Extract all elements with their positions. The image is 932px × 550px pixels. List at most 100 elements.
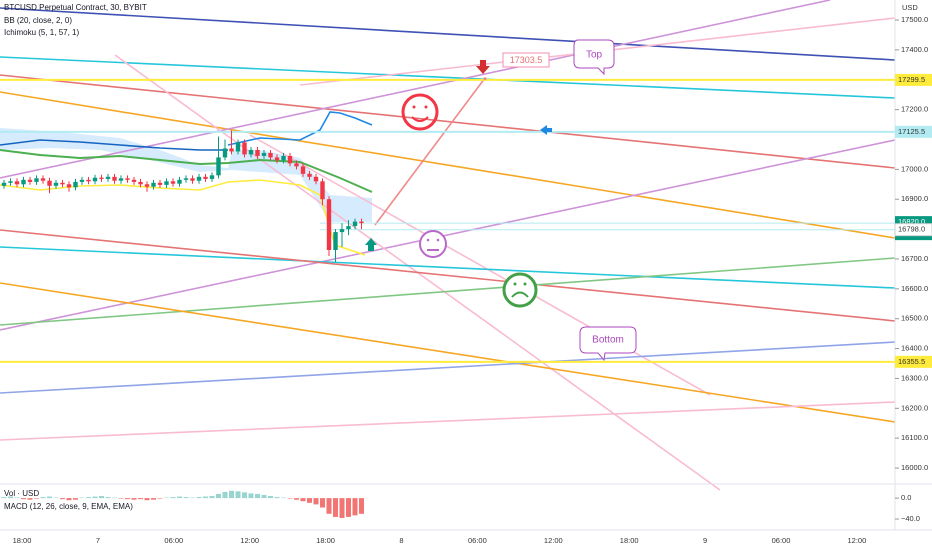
- bb-upper: [227, 111, 373, 146]
- candle-body: [151, 182, 156, 187]
- y-tick-label: 17000.0: [901, 164, 928, 173]
- macd-bar: [203, 496, 208, 499]
- macd-bar: [164, 497, 169, 499]
- macd-pane: 0.0 −40.0: [1, 490, 920, 523]
- x-tick-label: 12:00: [240, 536, 259, 545]
- candle-body: [294, 163, 299, 167]
- candle-body: [261, 152, 267, 156]
- macd-bar: [118, 498, 124, 499]
- macd-bar: [170, 497, 176, 499]
- macd-bar: [255, 493, 260, 499]
- candles: [1, 130, 364, 262]
- trendline: [0, 0, 831, 179]
- macd-bar: [60, 498, 65, 500]
- y-tick-label: 16200.0: [901, 403, 928, 412]
- macd-bar: [183, 497, 189, 499]
- chart-title: BTCUSD Perpetual Contract, 30, BYBIT: [4, 3, 147, 12]
- annotation: Top: [586, 50, 603, 61]
- macd-bar: [40, 497, 46, 499]
- trendline: [0, 341, 896, 394]
- candle-body: [268, 152, 273, 158]
- indicator-legend: Ichimoku (5, 1, 57, 1): [4, 28, 79, 37]
- currency: USD: [902, 3, 918, 12]
- arrow-left: [540, 125, 552, 135]
- candle-body: [79, 179, 85, 182]
- macd-bar: [99, 496, 104, 499]
- trendline: [0, 139, 896, 331]
- annotation: Bottom: [592, 335, 624, 346]
- macd-bar: [320, 498, 325, 508]
- candle-body: [27, 179, 33, 182]
- annotation-box: [502, 52, 550, 68]
- macd-bar: [326, 498, 332, 514]
- macd-bar: [8, 496, 13, 499]
- candle-body: [333, 232, 338, 251]
- callout: [573, 39, 615, 76]
- macd-bar: [196, 497, 202, 499]
- macd-bar: [300, 498, 306, 502]
- bb-basis: [0, 149, 373, 193]
- macd-bar: [333, 498, 338, 517]
- macd-bar: [144, 498, 150, 501]
- arrow-down: [476, 60, 490, 74]
- candle-body: [138, 181, 143, 185]
- y-tick-label: 17400.0: [901, 45, 928, 54]
- candle-body: [326, 199, 332, 251]
- macd-bar: [138, 498, 143, 500]
- macd-bar: [242, 492, 247, 499]
- trendline: [0, 91, 896, 239]
- macd-bar: [222, 491, 228, 499]
- price-tag: [895, 73, 932, 86]
- x-tick-label: 06:00: [772, 536, 791, 545]
- candle-body: [118, 178, 124, 181]
- candle-body: [190, 178, 195, 181]
- macd-bar: [79, 497, 85, 499]
- macd-bar: [268, 496, 273, 499]
- macd-bar: [14, 497, 20, 499]
- trendline: [0, 56, 896, 99]
- arrow-up: [365, 238, 377, 251]
- y-tick-label: 16900.0: [901, 194, 928, 203]
- macd-bar: [34, 498, 39, 499]
- candle-body: [248, 149, 254, 155]
- candle-body: [209, 175, 215, 179]
- candle-body: [216, 157, 221, 176]
- macd-bar: [274, 497, 280, 499]
- trendline: [0, 7, 896, 61]
- candle-body: [125, 178, 130, 180]
- macd-bar: [209, 496, 215, 499]
- volume-legend: Vol · USD: [4, 489, 39, 498]
- macd-bar: [216, 493, 221, 499]
- y-tick-label: 16700.0: [901, 254, 928, 263]
- axes: 17500.0 17400.0 17200.0 17000.0 16900.0 16700…: [13, 15, 932, 545]
- macd-bar: [281, 497, 286, 499]
- macd-bar: [229, 490, 234, 499]
- annotation-point: [483, 77, 487, 81]
- y-tick-label: 16400.0: [901, 344, 928, 353]
- y-tick-label: −40.0: [901, 514, 920, 523]
- macd-bar: [248, 493, 254, 499]
- macd-bar: [92, 496, 98, 499]
- candle-body: [92, 177, 98, 182]
- macd-bar: [157, 498, 163, 499]
- macd-bar: [235, 491, 241, 499]
- macd-bar: [287, 498, 293, 499]
- x-tick-label: 12:00: [848, 536, 867, 545]
- annotation: 17303.5: [510, 55, 543, 65]
- candle-body: [99, 177, 104, 179]
- candle-body: [320, 181, 325, 200]
- candle-body: [8, 181, 13, 183]
- x-tick-label: 9: [703, 536, 707, 545]
- candle-body: [222, 148, 228, 158]
- x-tick-label: 8: [399, 536, 403, 545]
- trendline: [0, 401, 896, 441]
- macd-bar: [53, 497, 59, 499]
- candle-body: [281, 155, 286, 161]
- smiley-happy: [401, 93, 439, 131]
- candle-body: [203, 176, 208, 179]
- candle-body: [255, 149, 260, 156]
- macd-bar: [73, 498, 78, 500]
- candle-body: [170, 181, 176, 184]
